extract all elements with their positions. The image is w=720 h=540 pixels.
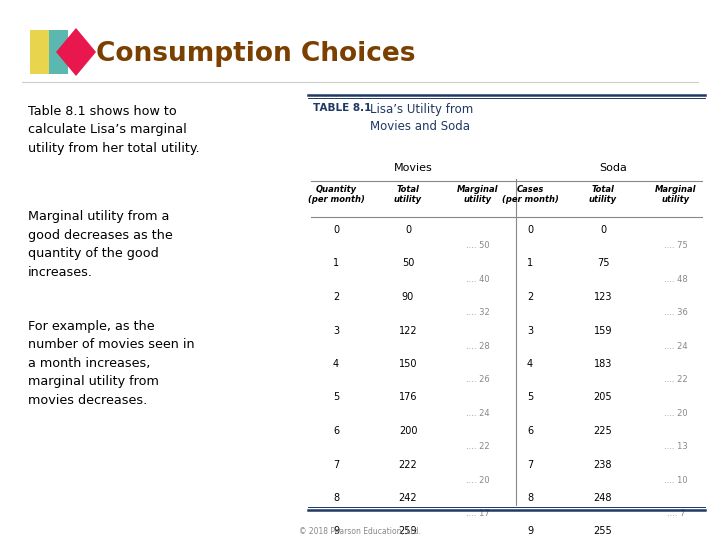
Text: 176: 176 <box>399 393 418 402</box>
Text: Table 8.1 shows how to
calculate Lisa’s marginal
utility from her total utility.: Table 8.1 shows how to calculate Lisa’s … <box>28 105 199 155</box>
Text: 7: 7 <box>527 460 533 469</box>
Text: .... 24: .... 24 <box>466 409 490 417</box>
Text: .... 50: .... 50 <box>466 241 490 250</box>
Text: .... 40: .... 40 <box>466 274 490 284</box>
Text: .... 20: .... 20 <box>664 409 688 417</box>
Text: Quantity
(per month): Quantity (per month) <box>307 185 364 205</box>
Text: 0: 0 <box>527 225 533 235</box>
Text: 1: 1 <box>333 259 339 268</box>
Text: 5: 5 <box>333 393 339 402</box>
Text: 50: 50 <box>402 259 414 268</box>
Text: 6: 6 <box>527 426 533 436</box>
Text: .... 75: .... 75 <box>664 241 688 250</box>
Polygon shape <box>56 28 96 76</box>
Text: Total
utility: Total utility <box>589 185 617 205</box>
Text: Consumption Choices: Consumption Choices <box>96 41 415 67</box>
Text: 5: 5 <box>527 393 533 402</box>
Text: Cases
(per month): Cases (per month) <box>502 185 559 205</box>
Text: Total
utility: Total utility <box>394 185 422 205</box>
Text: 225: 225 <box>593 426 613 436</box>
Text: 8: 8 <box>527 493 533 503</box>
Text: .... 22: .... 22 <box>466 442 490 451</box>
Bar <box>30 30 68 74</box>
Text: Movies: Movies <box>394 163 433 173</box>
Text: .... 28: .... 28 <box>466 342 490 350</box>
Text: .... 24: .... 24 <box>664 342 688 350</box>
Text: .... 36: .... 36 <box>664 308 688 317</box>
Text: .... 48: .... 48 <box>664 274 688 284</box>
Text: TABLE 8.1: TABLE 8.1 <box>313 103 372 113</box>
Text: 238: 238 <box>594 460 612 469</box>
Text: 259: 259 <box>399 526 418 537</box>
Text: .... 10: .... 10 <box>664 476 688 484</box>
Bar <box>30 30 49 74</box>
Text: .... 13: .... 13 <box>664 442 688 451</box>
Text: 4: 4 <box>333 359 339 369</box>
Text: Marginal
utility: Marginal utility <box>457 185 499 205</box>
Text: 122: 122 <box>399 326 418 335</box>
Text: For example, as the
number of movies seen in
a month increases,
marginal utility: For example, as the number of movies see… <box>28 320 194 407</box>
Text: 3: 3 <box>333 326 339 335</box>
Text: © 2018 Pearson Education, Ltd.: © 2018 Pearson Education, Ltd. <box>299 527 421 536</box>
Text: Marginal utility from a
good decreases as the
quantity of the good
increases.: Marginal utility from a good decreases a… <box>28 210 173 279</box>
Text: 150: 150 <box>399 359 418 369</box>
Text: 6: 6 <box>333 426 339 436</box>
Text: 4: 4 <box>527 359 533 369</box>
Text: 1: 1 <box>527 259 533 268</box>
Text: 0: 0 <box>333 225 339 235</box>
Text: Lisa’s Utility from
Movies and Soda: Lisa’s Utility from Movies and Soda <box>370 103 473 133</box>
Text: 8: 8 <box>333 493 339 503</box>
Text: 90: 90 <box>402 292 414 302</box>
Text: 255: 255 <box>593 526 613 537</box>
Text: 9: 9 <box>333 526 339 537</box>
Text: .... 22: .... 22 <box>664 375 688 384</box>
Text: Marginal
utility: Marginal utility <box>655 185 697 205</box>
Text: .... 17: .... 17 <box>466 509 490 518</box>
Text: 200: 200 <box>399 426 418 436</box>
Text: 242: 242 <box>399 493 418 503</box>
Text: 2: 2 <box>333 292 339 302</box>
Text: 75: 75 <box>597 259 609 268</box>
Text: 7: 7 <box>333 460 339 469</box>
Text: 3: 3 <box>527 326 533 335</box>
Text: .... 7: .... 7 <box>667 509 685 518</box>
Text: 205: 205 <box>594 393 612 402</box>
Text: Soda: Soda <box>599 163 627 173</box>
Text: 159: 159 <box>594 326 612 335</box>
Text: .... 32: .... 32 <box>466 308 490 317</box>
Text: 2: 2 <box>527 292 533 302</box>
Text: 123: 123 <box>594 292 612 302</box>
Text: .... 26: .... 26 <box>466 375 490 384</box>
Text: 0: 0 <box>405 225 411 235</box>
Text: .... 20: .... 20 <box>466 476 490 484</box>
Text: 222: 222 <box>399 460 418 469</box>
Text: 9: 9 <box>527 526 533 537</box>
Text: 183: 183 <box>594 359 612 369</box>
Text: 248: 248 <box>594 493 612 503</box>
Text: 0: 0 <box>600 225 606 235</box>
